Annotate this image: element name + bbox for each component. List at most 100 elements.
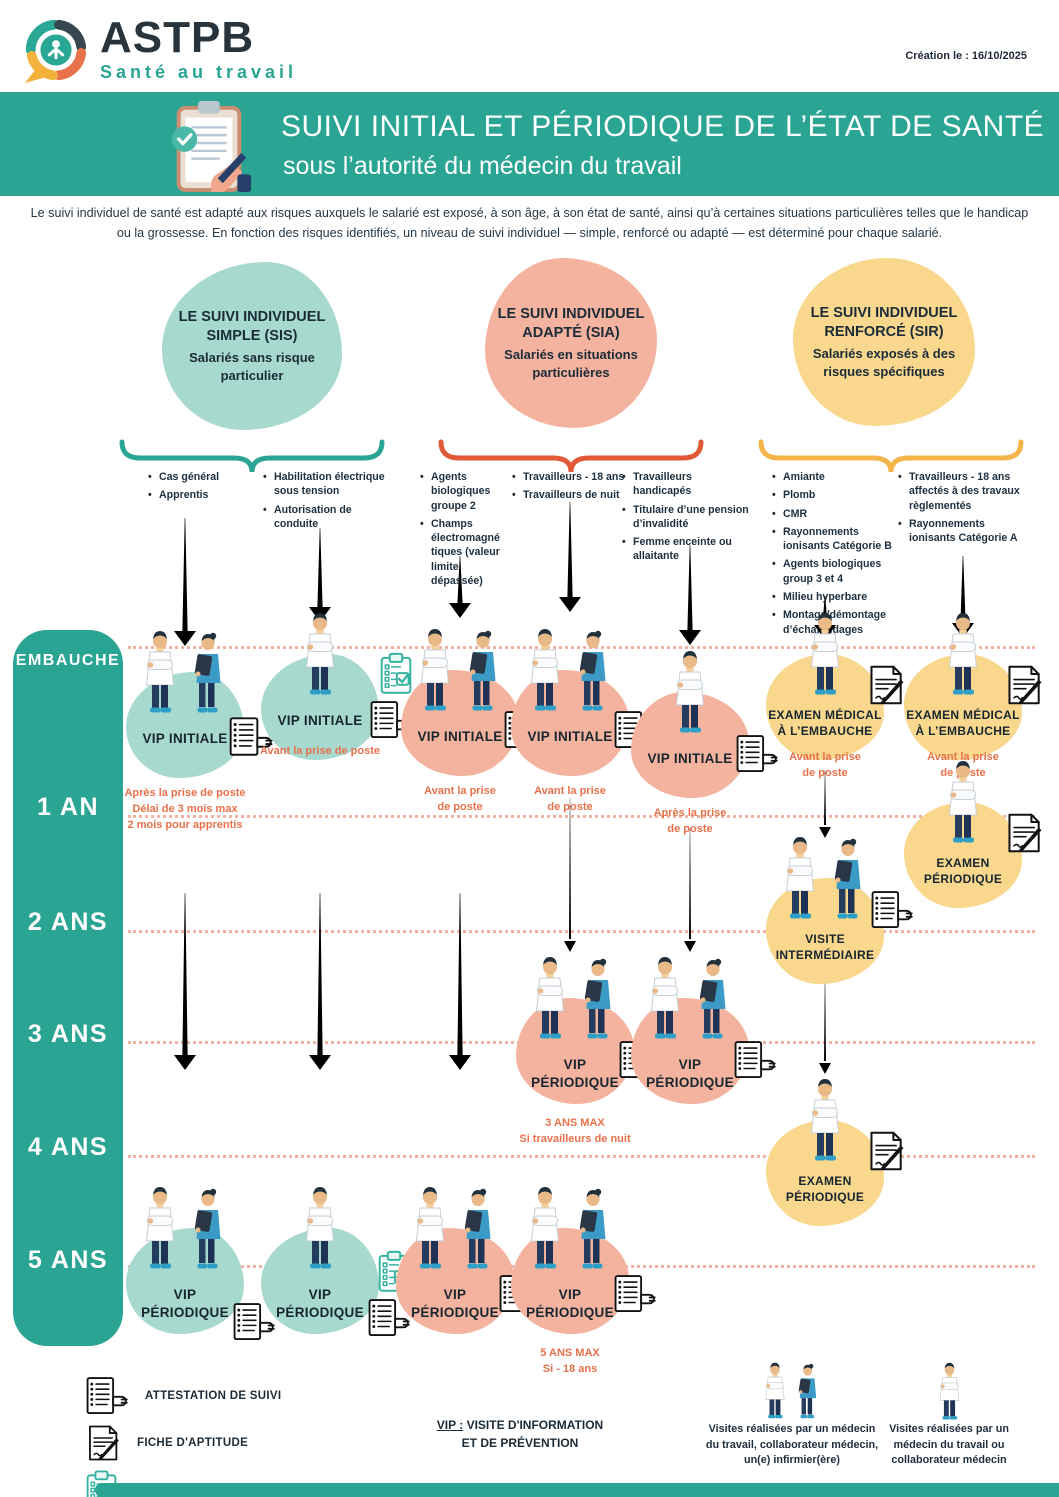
category-sis-title: LE SUIVI INDIVIDUEL SIMPLE (SIS) — [178, 308, 326, 345]
doctor-nurse-illustration — [412, 628, 508, 716]
event-blob — [126, 1228, 244, 1334]
brand-block: ASTPB Santé au travail — [100, 16, 297, 83]
risk-list-travailleurs: Travailleurs - 18 ans Travailleurs de nu… — [512, 470, 630, 507]
event-examen-periodique-4ans: EXAMEN PÉRIODIQUE — [750, 1078, 905, 1293]
event-caption: 3 ANS MAX Si travailleurs de nuit — [519, 1117, 631, 1145]
category-sir-title: LE SUIVI INDIVIDUEL RENFORCÉ (SIR) — [810, 304, 958, 341]
doctor-illustration — [949, 760, 977, 843]
doctor-illustration — [811, 612, 839, 695]
event-label: EXAMEN PÉRIODIQUE — [923, 856, 1003, 886]
event-vip-initiale-sia3: VIP INITIALE Après la prise de poste — [615, 650, 778, 865]
flow-arrow — [812, 976, 838, 1074]
risk-item: Travailleurs - 18 ans affectés à des tra… — [898, 470, 1030, 513]
risk-list-habilitation: Habilitation électrique sous tension Aut… — [263, 470, 385, 535]
doctor-illustration — [939, 1362, 959, 1420]
event-blob — [766, 1120, 884, 1226]
doctor-illustration — [306, 612, 334, 695]
fiche-aptitude-icon — [1008, 813, 1043, 854]
event-visite-intermediaire: VISITE INTERMÉDIAIRE — [750, 836, 913, 1051]
sia-brace — [438, 439, 704, 473]
doctor-nurse-illustration — [522, 1186, 618, 1274]
event-label: EXAMEN MÉDICAL À L’EMBAUCHE — [906, 708, 1020, 738]
flow-arrow — [447, 893, 473, 1070]
event-vip-initiale-sis1: VIP INITIALE Après la prise de poste Dél… — [110, 630, 273, 845]
category-sis-subtitle: Salariés sans risque particulier — [189, 350, 315, 383]
risk-item: Agents biologiques groupe 2 — [420, 470, 500, 513]
event-label: VISITE INTERMÉDIAIRE — [775, 932, 875, 962]
timeline-line-4ans — [128, 1155, 1035, 1158]
risk-item: Agents biologiques group 3 et 4 — [772, 557, 900, 586]
event-blob — [126, 672, 244, 778]
timeline-line-1an — [128, 815, 1035, 818]
timeline-label-2ans: 2 ANS — [27, 908, 109, 936]
vip-abbr: VIP : — [436, 1418, 464, 1432]
legend-visits-pair-caption: Visites réalisées par un médecin du trav… — [705, 1423, 879, 1467]
poster-title: SUIVI INITIAL ET PÉRIODIQUE DE L’ÉTAT DE… — [281, 110, 1045, 143]
timeline-line-2ans — [128, 930, 1035, 933]
fiche-aptitude-icon — [89, 1425, 120, 1462]
category-sis-blob: LE SUIVI INDIVIDUEL SIMPLE (SIS) Salarié… — [162, 262, 342, 430]
flow-arrow — [812, 770, 838, 838]
fiche-aptitude-icon — [870, 1131, 905, 1172]
event-blob — [631, 998, 749, 1104]
event-blob — [261, 654, 379, 760]
flow-arrow — [677, 828, 703, 952]
risk-item: Travailleurs - 18 ans — [512, 470, 630, 485]
event-vip-periodique-5ans-1: VIP PÉRIODIQUE — [110, 1186, 275, 1401]
doctor-illustration — [306, 1186, 334, 1269]
risk-item: Autorisation de conduite — [263, 503, 385, 532]
event-label: VIP INITIALE — [527, 729, 613, 744]
event-caption: Avant la prise de poste — [789, 751, 861, 779]
event-label: VIP INITIALE — [417, 729, 503, 744]
event-caption: Après la prise de poste — [653, 807, 727, 835]
risk-item: Cas général — [148, 470, 256, 485]
fiche-aptitude-icon — [1008, 665, 1043, 706]
timeline-label-1an: 1 AN — [36, 793, 100, 821]
doctor-nurse-illustration — [527, 956, 623, 1044]
risk-item: Habilitation électrique sous tension — [263, 470, 385, 499]
flow-arrow — [557, 502, 583, 612]
category-sia-title: LE SUIVI INDIVIDUEL ADAPTÉ (SIA) — [497, 305, 645, 342]
event-caption: Avant la prise de poste — [534, 785, 606, 813]
risk-list-cas-general: Cas général Apprentis — [148, 470, 256, 507]
event-label: EXAMEN MÉDICAL À L’EMBAUCHE — [768, 708, 882, 738]
event-caption: Avant la prise de poste — [259, 745, 381, 757]
risk-item: Champs électromagnétiques (valeur limite… — [420, 517, 500, 588]
category-sir-blob: LE SUIVI INDIVIDUEL RENFORCÉ (SIR) Salar… — [793, 258, 975, 426]
event-blob — [396, 1228, 514, 1334]
event-examen-embauche-1: EXAMEN MÉDICAL À L’EMBAUCHE Avant la pri… — [750, 612, 905, 827]
event-blob — [904, 802, 1022, 908]
risk-item: Apprentis — [148, 488, 256, 503]
event-examen-embauche-2: EXAMEN MÉDICAL À L’EMBAUCHE Avant la pri… — [888, 612, 1043, 827]
timeline-sidebar — [13, 630, 123, 1346]
event-blob — [904, 654, 1022, 760]
event-vip-periodique-5ans-4: VIP PÉRIODIQUE 5 ANS MAX Si - 18 ans — [495, 1186, 656, 1401]
event-label: VIP PÉRIODIQUE — [141, 1287, 229, 1320]
flow-arrow — [557, 798, 583, 952]
event-vip-periodique-3ans-1: VIP PÉRIODIQUE 3 ANS MAX Si travailleurs… — [500, 956, 661, 1171]
risk-item: Rayonnements ionisants Catégorie B — [772, 525, 900, 554]
creation-date: Création le : 16/10/2025 — [905, 50, 1027, 62]
event-vip-periodique-5ans-3: VIP PÉRIODIQUE — [380, 1186, 541, 1401]
event-blob — [766, 654, 884, 760]
event-caption: Après la prise de poste Délai de 3 mois … — [124, 787, 246, 831]
event-blob — [511, 1228, 629, 1334]
doctor-nurse-illustration — [137, 1186, 233, 1274]
risk-item: Amiante — [772, 470, 900, 485]
doctor-illustration — [949, 612, 977, 695]
flow-arrow — [307, 893, 333, 1070]
brand-name: ASTPB — [100, 13, 255, 62]
category-sir-subtitle: Salariés exposés à des risques spécifiqu… — [812, 346, 956, 379]
legend-visits-single-caption: Visites réalisées par un médecin du trav… — [889, 1423, 1009, 1467]
risk-item: Travailleurs handicapés — [622, 470, 750, 499]
legend-visits-single: Visites réalisées par un médecin du trav… — [884, 1362, 1014, 1469]
event-label: VIP INITIALE — [647, 751, 733, 766]
attestation-suivi-icon — [871, 891, 913, 928]
risk-list-situations: Travailleurs handicapés Titulaire d’une … — [622, 470, 750, 568]
event-vip-initiale-sia1: VIP INITIALE Avant la prise de poste — [385, 628, 546, 843]
legend-row-fiche-aptitude: FICHE D'APTITUDE — [85, 1424, 370, 1462]
sis-brace — [119, 439, 385, 473]
risk-item: CMR — [772, 507, 900, 522]
attestation-suivi-icon — [734, 1041, 776, 1078]
